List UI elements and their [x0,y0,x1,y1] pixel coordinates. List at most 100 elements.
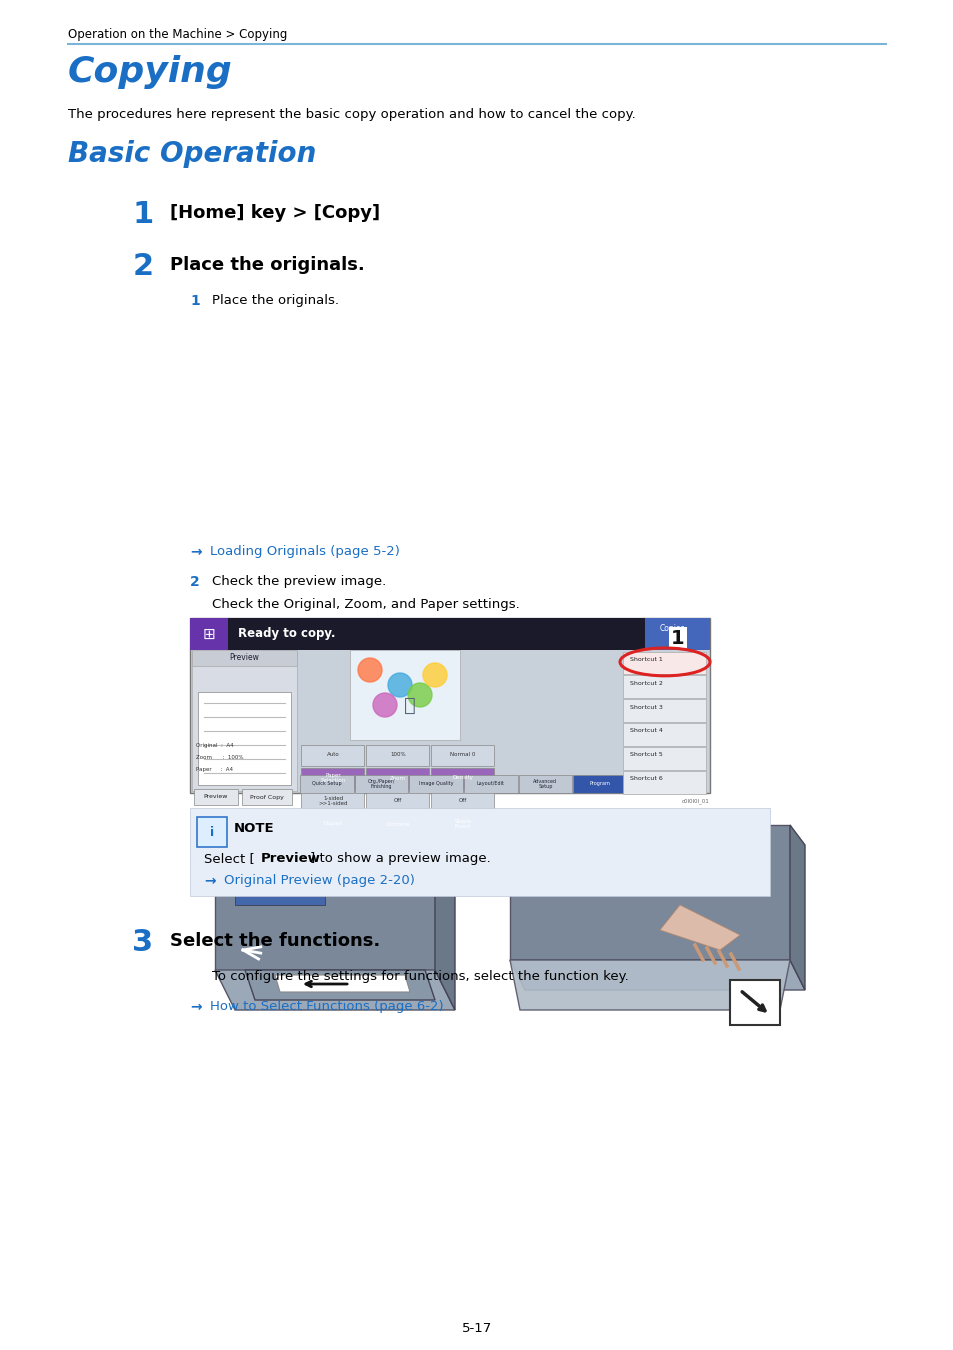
FancyBboxPatch shape [301,814,364,834]
FancyBboxPatch shape [301,744,364,765]
Text: Copying: Copying [68,55,233,89]
FancyBboxPatch shape [242,788,292,805]
FancyBboxPatch shape [431,744,494,765]
Text: →: → [204,873,215,888]
Text: Duplex: Duplex [323,822,342,826]
Circle shape [373,693,396,717]
Text: Combine: Combine [385,822,410,826]
Text: Preview: Preview [230,653,259,663]
Text: Basic Operation: Basic Operation [68,140,316,167]
FancyBboxPatch shape [366,814,429,834]
FancyBboxPatch shape [190,618,709,792]
Text: 1-sided
>>1-sided: 1-sided >>1-sided [318,795,348,806]
Text: Shortcut 4: Shortcut 4 [629,729,662,733]
FancyBboxPatch shape [299,775,354,792]
FancyBboxPatch shape [729,980,780,1025]
Text: Shortcut 5: Shortcut 5 [629,752,662,757]
FancyBboxPatch shape [190,809,769,896]
FancyBboxPatch shape [301,768,364,788]
FancyBboxPatch shape [518,775,572,792]
Text: Proof Copy: Proof Copy [250,795,284,799]
FancyBboxPatch shape [644,618,709,649]
Text: ⊞: ⊞ [202,626,215,641]
Text: Shortcut 6: Shortcut 6 [629,776,662,782]
Circle shape [357,657,381,682]
Text: Org./Paper/
Finishing: Org./Paper/ Finishing [367,779,395,788]
FancyBboxPatch shape [463,775,517,792]
Polygon shape [214,971,455,1010]
FancyBboxPatch shape [301,791,364,811]
Text: Operation on the Machine > Copying: Operation on the Machine > Copying [68,28,287,40]
FancyBboxPatch shape [623,652,706,675]
Text: Select [: Select [ [204,852,254,865]
Text: Layout/Edit: Layout/Edit [476,782,504,787]
FancyBboxPatch shape [350,649,459,740]
FancyBboxPatch shape [431,768,494,788]
Text: Paper
Selection: Paper Selection [320,772,345,783]
Text: How to Select Functions (page 6-2): How to Select Functions (page 6-2) [210,1000,443,1012]
FancyBboxPatch shape [193,788,237,805]
Text: Loading Originals (page 5-2): Loading Originals (page 5-2) [210,545,399,558]
FancyBboxPatch shape [190,618,709,649]
FancyBboxPatch shape [192,649,296,666]
FancyBboxPatch shape [431,814,494,834]
Text: Check the preview image.: Check the preview image. [212,575,386,589]
Text: Advanced
Setup: Advanced Setup [533,779,557,788]
FancyBboxPatch shape [623,747,706,769]
Polygon shape [789,825,804,990]
Text: →: → [190,1000,201,1014]
Text: Normal 0: Normal 0 [450,752,476,757]
Polygon shape [274,975,410,992]
Polygon shape [245,971,435,1000]
Text: 100%: 100% [390,752,405,757]
Text: NOTE: NOTE [233,822,274,836]
Text: Auto: Auto [326,752,339,757]
Text: 5-17: 5-17 [461,1322,492,1335]
FancyBboxPatch shape [431,791,494,811]
FancyBboxPatch shape [234,860,325,905]
FancyBboxPatch shape [366,744,429,765]
Polygon shape [510,960,804,990]
Text: Off: Off [458,798,467,803]
Text: [Home] key > [Copy]: [Home] key > [Copy] [170,204,379,221]
Circle shape [408,683,432,707]
Text: ] to show a preview image.: ] to show a preview image. [310,852,490,865]
Text: 🖨: 🖨 [404,695,416,714]
Text: Quick Setup: Quick Setup [312,782,341,787]
Text: c0l0l0l_01: c0l0l0l_01 [681,798,709,803]
Text: Image Quality: Image Quality [418,782,453,787]
Text: Program: Program [589,782,610,787]
FancyBboxPatch shape [623,675,706,698]
Text: Off: Off [394,798,402,803]
Text: Original  :  A4: Original : A4 [195,743,233,748]
FancyBboxPatch shape [623,724,706,745]
Text: The procedures here represent the basic copy operation and how to cancel the cop: The procedures here represent the basic … [68,108,635,122]
Text: Density: Density [452,775,473,780]
Text: 1: 1 [190,294,199,308]
Text: Paper     :  A4: Paper : A4 [195,767,233,772]
Text: →: → [190,545,201,559]
FancyBboxPatch shape [198,693,291,784]
FancyBboxPatch shape [409,775,462,792]
FancyBboxPatch shape [355,775,408,792]
Text: Staple
Punch: Staple Punch [454,819,471,829]
FancyBboxPatch shape [623,771,706,794]
Circle shape [388,674,412,697]
Polygon shape [385,825,444,855]
FancyBboxPatch shape [190,618,228,649]
Text: Place the originals.: Place the originals. [170,256,364,274]
Text: Ready to copy.: Ready to copy. [237,628,335,640]
Text: Preview: Preview [204,795,228,799]
Polygon shape [510,960,789,1010]
Text: 3: 3 [132,927,153,957]
Text: Shortcut 1: Shortcut 1 [629,657,662,661]
Text: Copies: Copies [659,624,685,633]
Text: 1: 1 [132,200,153,230]
Polygon shape [659,904,740,950]
FancyBboxPatch shape [573,775,626,792]
Text: 2: 2 [132,252,153,281]
Text: Zoom: Zoom [390,775,406,780]
Text: Shortcut 3: Shortcut 3 [629,705,662,710]
FancyBboxPatch shape [192,652,296,791]
Text: Original Preview (page 2-20): Original Preview (page 2-20) [224,873,415,887]
